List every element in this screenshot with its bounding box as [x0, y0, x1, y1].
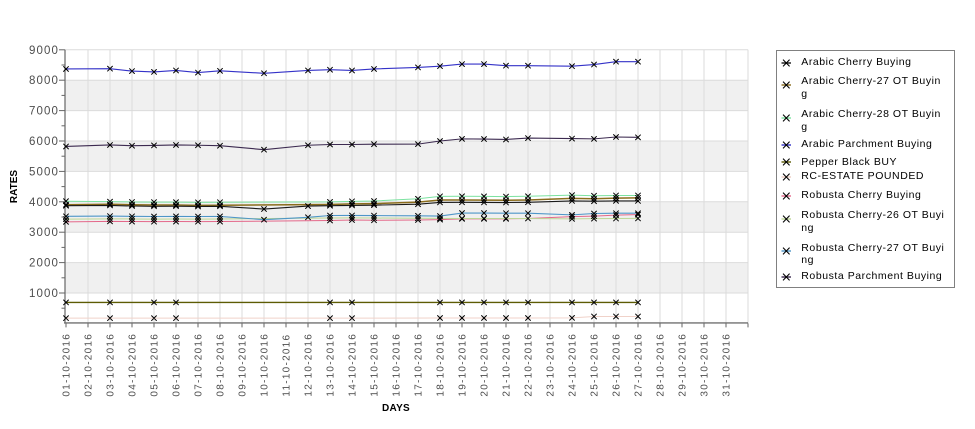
svg-text:5000: 5000: [29, 166, 59, 178]
svg-text:15-10-2016: 15-10-2016: [370, 333, 381, 397]
svg-text:13-10-2016: 13-10-2016: [326, 333, 337, 397]
svg-text:25-10-2016: 25-10-2016: [590, 333, 601, 397]
svg-text:DAYS: DAYS: [382, 403, 410, 414]
svg-text:16-10-2016: 16-10-2016: [392, 333, 403, 397]
svg-text:8000: 8000: [29, 75, 59, 87]
svg-text:11-10-2016: 11-10-2016: [282, 334, 293, 397]
svg-text:03-10-2016: 03-10-2016: [106, 333, 117, 397]
svg-text:6000: 6000: [29, 136, 59, 148]
svg-text:29-10-2016: 29-10-2016: [678, 333, 689, 397]
svg-text:06-10-2016: 06-10-2016: [172, 333, 183, 397]
svg-text:28-10-2016: 28-10-2016: [656, 333, 667, 397]
svg-text:21-10-2016: 21-10-2016: [502, 333, 513, 397]
svg-text:4000: 4000: [29, 197, 59, 209]
svg-text:04-10-2016: 04-10-2016: [128, 333, 139, 397]
svg-text:01-10-2016: 01-10-2016: [62, 333, 73, 397]
svg-text:27-10-2016: 27-10-2016: [634, 333, 645, 397]
svg-text:3000: 3000: [29, 227, 59, 239]
svg-text:19-10-2016: 19-10-2016: [458, 333, 469, 397]
svg-text:07-10-2016: 07-10-2016: [194, 333, 205, 397]
svg-text:18-10-2016: 18-10-2016: [436, 333, 447, 397]
svg-text:20-10-2016: 20-10-2016: [480, 333, 491, 397]
svg-text:24-10-2016: 24-10-2016: [568, 333, 579, 397]
svg-text:17-10-2016: 17-10-2016: [414, 333, 425, 397]
svg-text:02-10-2016: 02-10-2016: [84, 333, 95, 397]
svg-text:10-10-2016: 10-10-2016: [260, 333, 271, 397]
svg-text:9000: 9000: [29, 45, 59, 57]
svg-text:08-10-2016: 08-10-2016: [216, 333, 227, 397]
svg-text:RATES: RATES: [9, 170, 20, 203]
svg-text:1000: 1000: [29, 288, 59, 300]
svg-text:12-10-2016: 12-10-2016: [304, 333, 315, 397]
svg-text:05-10-2016: 05-10-2016: [150, 333, 161, 397]
svg-text:26-10-2016: 26-10-2016: [612, 333, 623, 397]
svg-text:30-10-2016: 30-10-2016: [700, 333, 711, 397]
svg-text:2000: 2000: [29, 258, 59, 270]
svg-text:22-10-2016: 22-10-2016: [524, 333, 535, 397]
svg-text:09-10-2016: 09-10-2016: [238, 333, 249, 397]
svg-text:7000: 7000: [29, 106, 59, 118]
svg-text:23-10-2016: 23-10-2016: [546, 333, 557, 397]
svg-text:31-10-2016: 31-10-2016: [722, 333, 733, 397]
svg-text:14-10-2016: 14-10-2016: [348, 333, 359, 397]
